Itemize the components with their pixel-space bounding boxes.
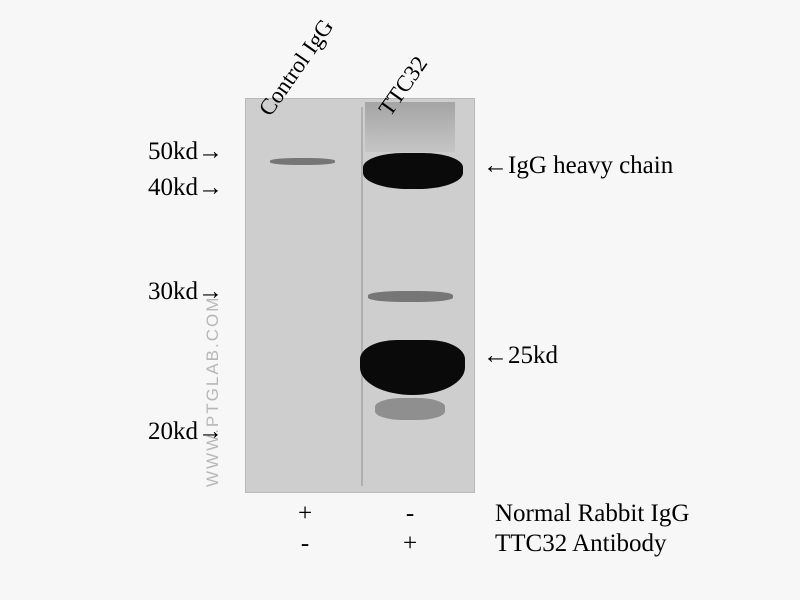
cond-r2-ttc32: + <box>400 530 420 558</box>
annotation-igg-heavy: ←IgG heavy chain <box>483 152 673 180</box>
band-ttc32-25kd <box>360 340 465 395</box>
band-control-faint <box>270 158 335 165</box>
figure-container: Control IgG TTC32 50kd→ 40kd→ 30kd→ 20kd… <box>0 0 800 600</box>
band-ttc32-below25 <box>375 398 445 420</box>
band-igg-heavy <box>363 153 463 189</box>
cond-r1-ttc32: - <box>400 500 420 528</box>
arrow-left-icon: ← <box>483 342 508 369</box>
marker-text: 20kd <box>148 418 198 445</box>
cond-r2-control: - <box>295 530 315 558</box>
arrow-right-icon: → <box>198 174 223 201</box>
marker-50kd: 50kd→ <box>148 138 223 166</box>
watermark-text: WWW.PTGLAB.COM <box>203 296 223 487</box>
marker-40kd: 40kd→ <box>148 174 223 202</box>
arrow-right-icon: → <box>198 138 223 165</box>
band-ttc32-30kd <box>368 291 453 302</box>
marker-text: 40kd <box>148 174 198 201</box>
annotation-text: 25kd <box>508 342 558 369</box>
marker-text: 30kd <box>148 278 198 305</box>
cond-r2-label: TTC32 Antibody <box>495 530 667 558</box>
cond-r1-label: Normal Rabbit IgG <box>495 500 689 528</box>
marker-text: 50kd <box>148 138 198 165</box>
annotation-text: IgG heavy chain <box>508 152 673 179</box>
arrow-left-icon: ← <box>483 152 508 179</box>
annotation-25kd: ←25kd <box>483 342 558 370</box>
cond-r1-control: + <box>295 500 315 528</box>
